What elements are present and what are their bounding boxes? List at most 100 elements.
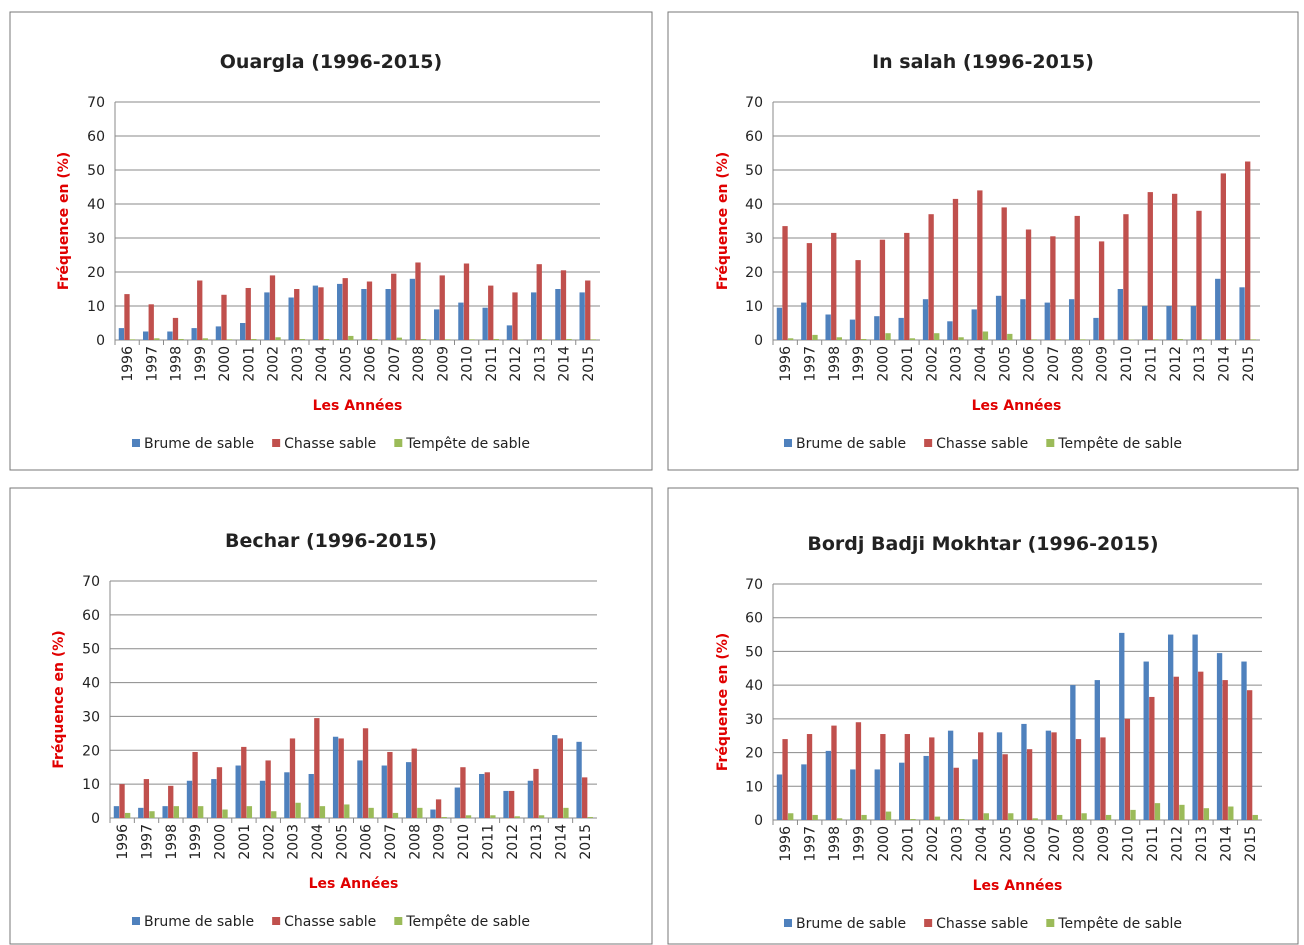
bar [1177, 338, 1183, 340]
bar [264, 292, 270, 340]
bar [1143, 661, 1149, 820]
bar [245, 287, 251, 340]
bar [435, 799, 442, 818]
x-tick-label: 2006 [1022, 346, 1038, 382]
bar [885, 811, 892, 820]
bar [850, 769, 856, 820]
bar [434, 309, 440, 340]
bar [1228, 806, 1234, 820]
bar [527, 780, 534, 818]
legend-swatch [783, 919, 792, 927]
bar [1153, 339, 1159, 340]
bar [533, 768, 539, 818]
bar [202, 338, 208, 340]
x-tick-label: 2011 [480, 824, 496, 860]
bar [1068, 299, 1075, 340]
bar [319, 806, 326, 818]
y-tick-label: 0 [96, 333, 105, 349]
bar [1031, 339, 1037, 340]
bar [934, 816, 941, 820]
bar [1008, 813, 1014, 820]
x-tick-label: 2013 [532, 346, 548, 382]
bar [1149, 696, 1155, 820]
legend-swatch [783, 439, 792, 447]
x-tick-label: 1996 [778, 346, 794, 382]
bar [118, 328, 125, 340]
bar [420, 338, 427, 340]
x-tick-label: 1996 [120, 346, 136, 382]
x-tick-label: 1997 [803, 346, 819, 382]
bar [488, 285, 494, 340]
bar [197, 280, 203, 340]
bar [168, 785, 174, 818]
x-tick-label: 2010 [460, 346, 476, 382]
chart-title: Bechar (1996-2015) [225, 530, 437, 552]
x-tick-label: 2015 [1241, 346, 1257, 382]
legend-label: Brume de sable [796, 436, 906, 452]
bar [289, 738, 296, 818]
x-tick-label: 2003 [290, 346, 306, 382]
bar [1201, 339, 1208, 340]
bar [788, 813, 794, 820]
y-tick-label: 30 [87, 231, 105, 247]
panel-frame [667, 11, 1299, 471]
bar [265, 760, 271, 818]
legend-label: Chasse sable [284, 914, 376, 930]
x-tick-label: 2008 [407, 824, 423, 860]
legend-swatch [131, 439, 140, 447]
bar [246, 806, 253, 818]
bar [1171, 193, 1178, 340]
y-tick-label: 60 [87, 129, 105, 145]
x-axis-label: Les Années [309, 876, 399, 892]
x-tick-label: 1998 [827, 346, 843, 382]
x-tick-label: 1997 [144, 346, 160, 382]
bar [1105, 814, 1112, 820]
bar [372, 338, 378, 340]
bar [831, 725, 837, 820]
x-tick-label: 2008 [1072, 826, 1088, 862]
bar [454, 787, 460, 818]
bar [241, 746, 247, 818]
bar [1050, 236, 1056, 340]
bar [1167, 634, 1174, 820]
legend-label: Brume de sable [144, 436, 254, 452]
x-tick-label: 2007 [387, 346, 403, 382]
x-tick-label: 2000 [213, 824, 229, 860]
bar [1166, 306, 1172, 340]
bar [782, 739, 788, 820]
bar [978, 732, 984, 820]
bar [776, 774, 783, 820]
legend-label: Tempête de sable [405, 914, 530, 930]
bar [124, 294, 130, 340]
legend-label: Chasse sable [936, 916, 1028, 932]
bar [1179, 804, 1185, 820]
bar [787, 338, 794, 340]
x-tick-label: 2004 [973, 346, 989, 382]
bar [162, 806, 168, 818]
y-tick-label: 10 [745, 299, 763, 315]
y-tick-label: 20 [745, 265, 763, 281]
x-tick-label: 2002 [924, 346, 940, 382]
bar [294, 289, 300, 340]
x-tick-label: 2012 [505, 824, 521, 860]
bar [825, 314, 831, 340]
bar [1119, 632, 1125, 820]
y-tick-label: 0 [754, 813, 763, 829]
bar [1001, 207, 1007, 340]
bar [512, 292, 518, 340]
bar [221, 294, 227, 340]
x-tick-label: 2005 [998, 826, 1014, 862]
bar [587, 816, 593, 818]
bar [1130, 809, 1136, 820]
bar [836, 337, 842, 340]
legend-label: Tempête de sable [405, 436, 530, 452]
y-tick-label: 20 [87, 265, 105, 281]
bar [348, 335, 354, 340]
bar [138, 807, 144, 818]
bar [929, 737, 935, 820]
bar [1044, 302, 1050, 340]
bar [879, 239, 886, 340]
x-tick-label: 2012 [1168, 346, 1184, 382]
bar [1192, 634, 1198, 820]
y-tick-label: 70 [745, 95, 763, 111]
